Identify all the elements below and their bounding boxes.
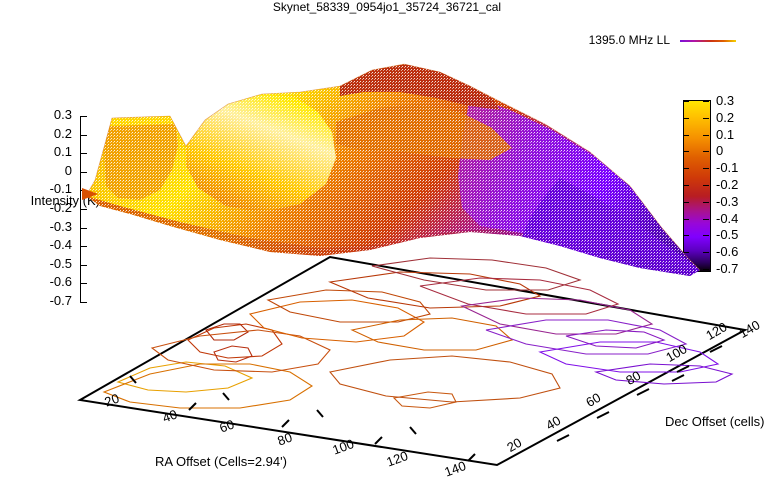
z-axis-tick-label: 0 <box>64 162 72 178</box>
y-axis-title: Dec Offset (cells) <box>665 414 765 429</box>
z-axis-tick-label: -0.5 <box>49 255 72 271</box>
x-axis-ticks <box>129 375 476 462</box>
z-axis-tick <box>80 209 87 210</box>
z-axis-tick-label: -0.3 <box>49 218 72 234</box>
colorbar-tick-label: 0 <box>716 143 724 159</box>
y-axis-ticks <box>556 345 723 442</box>
colorbar-tick <box>683 218 689 220</box>
colorbar-tick <box>703 117 709 119</box>
colorbar-tick <box>683 134 689 136</box>
legend-label: 1395.0 MHz LL <box>588 33 670 47</box>
z-axis-tick <box>80 246 87 248</box>
surface-mesh <box>86 64 700 276</box>
colorbar-tick <box>703 269 709 270</box>
colorbar-tick <box>703 151 709 153</box>
z-axis-tick <box>80 171 87 173</box>
z-axis-tick <box>80 116 87 117</box>
colorbar <box>683 100 711 272</box>
base-plane <box>77 255 748 467</box>
colorbar-tick <box>703 218 709 220</box>
colorbar-tick <box>703 201 709 203</box>
z-axis-tick <box>80 134 87 136</box>
z-axis-tick-label: -0.4 <box>49 237 72 253</box>
colorbar-tick <box>683 185 689 186</box>
z-axis-tick-label: 0.3 <box>53 107 72 122</box>
legend-color-line <box>680 40 736 42</box>
z-axis-tick-label: -0.6 <box>49 274 72 290</box>
colorbar-tick-label: -0.5 <box>716 227 739 243</box>
z-axis-tick <box>80 302 87 303</box>
z-axis-tick-label: -0.2 <box>49 200 72 215</box>
colorbar-tick-label: -0.4 <box>716 210 739 226</box>
colorbar-tick <box>683 101 689 102</box>
colorbar-tick <box>683 201 689 203</box>
colorbar-tick <box>683 117 689 119</box>
x-axis-title: RA Offset (Cells=2.94') <box>155 454 287 469</box>
colorbar-tick-label: -0.2 <box>716 177 739 192</box>
colorbar-tick <box>703 235 709 237</box>
colorbar-tick-label: 0.2 <box>716 109 735 125</box>
z-axis-tick-label: 0.2 <box>53 125 72 141</box>
colorbar-tick-label: -0.3 <box>716 193 739 209</box>
z-axis-tick <box>80 264 87 266</box>
plot-title: Skynet_58339_0954jo1_35724_36721_cal <box>272 0 502 14</box>
colorbar-tick <box>703 134 709 136</box>
colorbar-tick-label: -0.7 <box>716 261 739 276</box>
colorbar-tick <box>683 168 689 170</box>
colorbar-tick <box>703 168 709 170</box>
axis-origin-marker <box>82 188 98 200</box>
colorbar-tick-label: -0.1 <box>716 160 739 176</box>
z-axis-tick <box>80 283 87 285</box>
colorbar-tick <box>683 151 689 153</box>
z-axis-tick <box>80 227 87 229</box>
surface-top-edge <box>85 63 701 271</box>
z-axis-tick-label: -0.1 <box>49 181 72 197</box>
z-axis-tick <box>80 153 87 155</box>
colorbar-tick-label: -0.6 <box>716 244 739 260</box>
z-axis-tick-label: -0.7 <box>49 293 72 308</box>
colorbar-tick <box>703 185 709 186</box>
colorbar-tick-label: 0.3 <box>716 93 735 108</box>
colorbar-tick <box>683 235 689 237</box>
z-axis-tick-label: 0.1 <box>53 144 72 160</box>
base-contours <box>102 257 734 409</box>
colorbar-tick <box>703 252 709 254</box>
colorbar-tick <box>703 101 709 102</box>
colorbar-tick-label: 0.1 <box>716 126 735 142</box>
colorbar-tick <box>683 252 689 254</box>
